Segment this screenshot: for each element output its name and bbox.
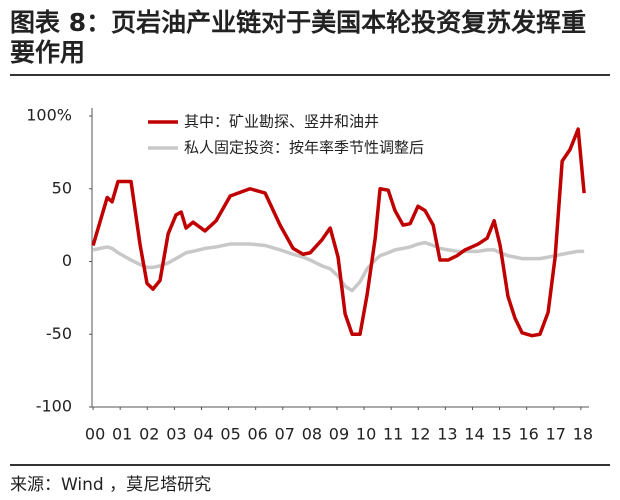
y-tick-label: -100 — [36, 397, 72, 416]
y-tick-label: 50 — [52, 178, 72, 197]
x-tick-label: 10 — [356, 425, 376, 444]
legend-label: 其中：矿业勘探、竖井和油井 — [184, 113, 379, 131]
x-tick-label: 18 — [573, 425, 593, 444]
x-tick-label: 17 — [546, 425, 566, 444]
x-tick-label: 01 — [112, 425, 132, 444]
x-tick-label: 16 — [518, 425, 538, 444]
x-tick-label: 08 — [302, 425, 322, 444]
chart: -100 -50 0 50 100% 00 01 02 03 04 05 06 07 08 09 10 11 12… — [26, 106, 593, 444]
x-tick-label: 02 — [139, 425, 159, 444]
source-note: 来源：Wind ，莫尼塔研究 — [10, 464, 610, 495]
x-tick-label: 06 — [247, 425, 267, 444]
y-tick-label: -50 — [46, 324, 72, 343]
legend-label: 私人固定投资：按年率季节性调整后 — [184, 139, 424, 157]
x-tick-label: 09 — [329, 425, 349, 444]
x-tick-label: 12 — [410, 425, 430, 444]
x-tick-label: 03 — [166, 425, 186, 444]
x-tick-label: 07 — [275, 425, 295, 444]
y-tick-label: 100% — [26, 106, 72, 125]
x-tick-label: 04 — [193, 425, 213, 444]
x-tick-label: 11 — [383, 425, 403, 444]
series-line — [92, 240, 585, 293]
x-tick-label: 14 — [464, 425, 484, 444]
series-line — [91, 127, 586, 338]
x-tick-label: 00 — [85, 425, 105, 444]
x-tick-label: 05 — [220, 425, 240, 444]
chart-title: 图表 8：页岩油产业链对于美国本轮投资复苏发挥重要作用 — [10, 8, 610, 76]
x-tick-label: 15 — [491, 425, 511, 444]
x-tick-label: 13 — [437, 425, 457, 444]
y-tick-label: 0 — [62, 251, 72, 270]
